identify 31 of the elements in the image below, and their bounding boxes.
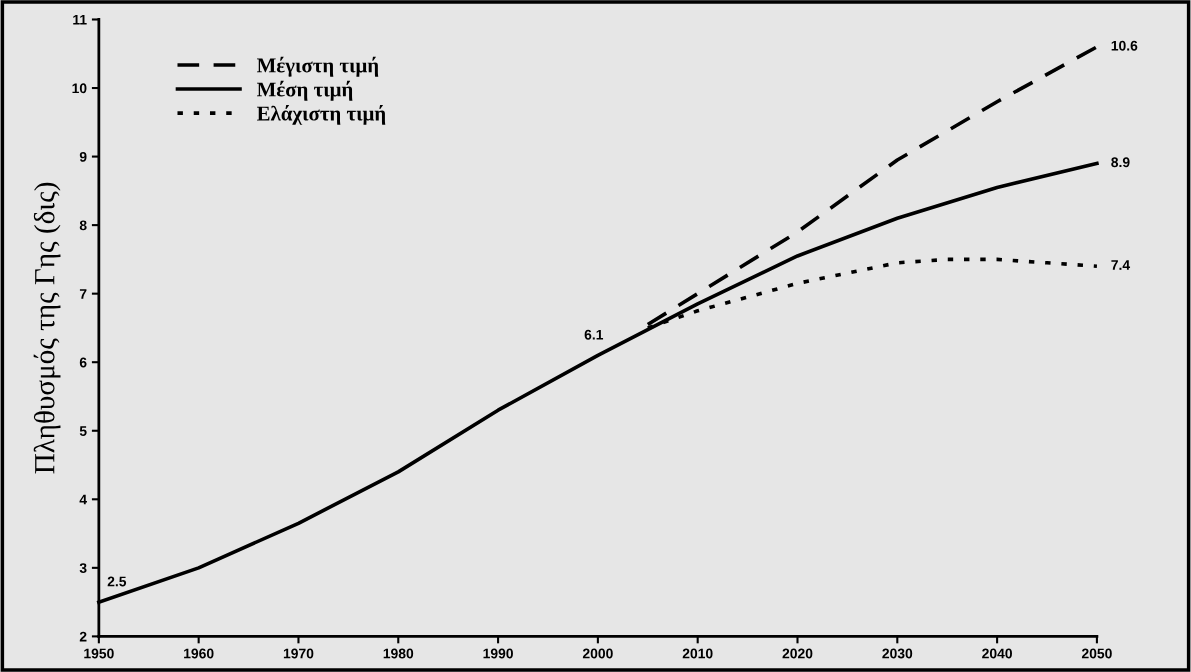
y-tick-label: 3 [79, 563, 87, 574]
y-tick-label: 8 [79, 220, 87, 231]
line-series [645, 45, 1099, 327]
y-tick-label: 6 [79, 357, 87, 368]
legend-label: Μέγιστη τιμή [257, 56, 379, 77]
x-tick-label: 2000 [582, 648, 613, 659]
annotation: 2.5 [107, 576, 127, 587]
x-tick-label: 2040 [982, 648, 1012, 659]
x-tick-label: 1990 [483, 648, 513, 659]
y-axis-title: Πληθυσμός της Γης (δις) [33, 182, 61, 474]
x-tick-label: 1960 [184, 648, 214, 659]
y-tick-label: 5 [79, 426, 87, 436]
annotation: 10.6 [1111, 40, 1138, 51]
y-tick-label: 10 [72, 83, 87, 94]
y-tick-label: 9 [79, 151, 87, 162]
x-tick-label: 2010 [682, 648, 713, 659]
x-tick-label: 1970 [283, 648, 314, 659]
x-tick-label: 2050 [1081, 648, 1112, 659]
legend-label: Μέση τιμή [257, 80, 353, 101]
annotation: 7.4 [1111, 260, 1131, 270]
x-tick-label: 2030 [882, 648, 913, 659]
annotation: 6.1 [584, 329, 604, 340]
y-tick-label: 7 [79, 289, 87, 299]
x-tick-label: 1980 [383, 648, 414, 659]
x-tick-label: 2020 [782, 648, 813, 659]
y-tick-label: 2 [79, 631, 87, 642]
y-tick-label: 4 [79, 494, 87, 505]
y-tick-label: 11 [73, 14, 87, 25]
annotation: 8.9 [1111, 157, 1130, 168]
legend-label: Ελάχιστη τιμή [257, 104, 386, 125]
x-tick-label: 1950 [84, 648, 114, 659]
